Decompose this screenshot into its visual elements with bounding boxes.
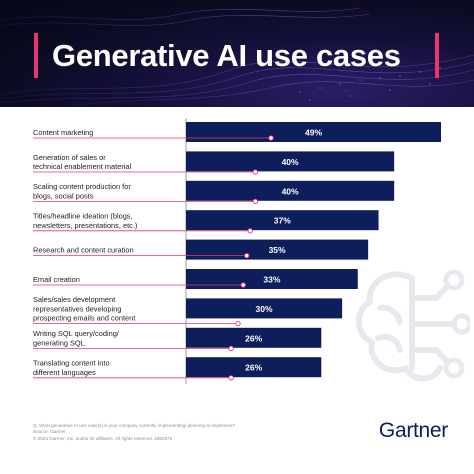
- bar-value-label: 49%: [305, 128, 322, 138]
- bar-value-label: 26%: [245, 333, 262, 343]
- bar: [186, 239, 369, 260]
- category-label: Email creation: [33, 275, 80, 284]
- connector-dot: [252, 198, 259, 205]
- bar: [186, 122, 441, 142]
- connector-dot: [235, 320, 241, 327]
- category-label: Sales/sales development representatives d…: [33, 295, 135, 322]
- bar-value-label: 26%: [245, 363, 262, 373]
- bar: [186, 151, 395, 172]
- header-banner: Generative AI use cases: [0, 0, 474, 107]
- connector-dot: [268, 135, 274, 141]
- category-label: Generation of sales or technical enableme…: [33, 153, 132, 171]
- category-label: Translating content into different langua…: [33, 359, 110, 377]
- bar-value-label: 30%: [256, 304, 273, 314]
- category-label: Research and content curation: [33, 246, 134, 255]
- connector-dot: [228, 375, 234, 381]
- bar: [186, 180, 395, 201]
- brain-circuit-icon: [356, 269, 470, 382]
- bar-value-label: 33%: [263, 275, 280, 285]
- gartner-logo: Gartner: [378, 419, 448, 442]
- bar-value-label: 35%: [269, 245, 286, 255]
- connector-dot: [252, 169, 259, 175]
- connector-dot: [228, 345, 234, 352]
- category-label: Scaling content production for blogs, soc…: [33, 182, 131, 200]
- footnote: Q. What generative AI use case(s) is you…: [33, 423, 333, 442]
- category-label: Writing SQL query/coding/generating SQL: [33, 329, 120, 347]
- connector-dot: [244, 252, 250, 259]
- connector-dot: [247, 228, 253, 234]
- bar-value-label: 40%: [282, 157, 299, 167]
- bar-value-label: 37%: [274, 216, 291, 226]
- connector-dot: [240, 282, 246, 288]
- footnote-source: Source: Gartner: [33, 429, 66, 435]
- title-accent-left: [34, 33, 38, 78]
- bar: [186, 298, 343, 319]
- wave-pattern-graphic: [0, 7, 474, 107]
- bar: [186, 327, 322, 348]
- bar: [186, 210, 379, 231]
- bar-value-label: 40%: [282, 186, 299, 196]
- bar-chart: 49% Content marketing 40% Generation of sal…: [33, 118, 441, 384]
- category-label: Content marketing: [33, 128, 93, 137]
- bar: [186, 357, 322, 378]
- title-accent-right: [435, 33, 439, 78]
- footnote-copyright: © 2024 Gartner, Inc. and/or its affiliat…: [33, 435, 173, 441]
- bar: [186, 269, 358, 289]
- page-title: Generative AI use cases: [52, 38, 401, 73]
- category-label: Titles/headline ideation (blogs, newslett…: [33, 212, 137, 230]
- footnote-question: Q. What generative AI use case(s) is you…: [33, 423, 236, 428]
